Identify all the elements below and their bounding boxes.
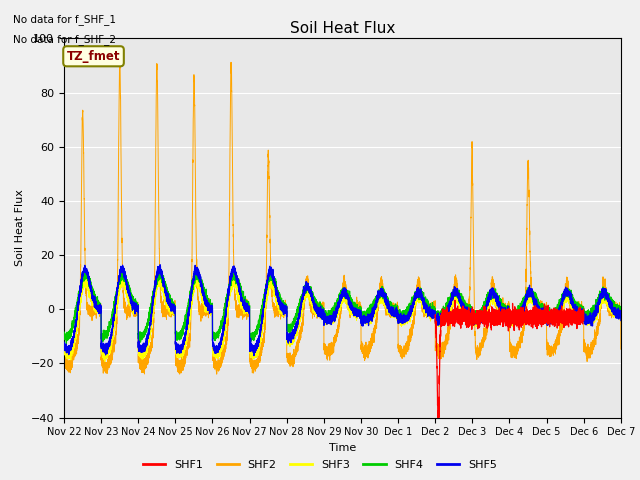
Text: No data for f_SHF_1: No data for f_SHF_1 xyxy=(13,14,116,25)
Title: Soil Heat Flux: Soil Heat Flux xyxy=(290,21,395,36)
X-axis label: Time: Time xyxy=(329,443,356,453)
Text: TZ_fmet: TZ_fmet xyxy=(67,50,120,63)
Text: No data for f_SHF_2: No data for f_SHF_2 xyxy=(13,34,116,45)
Y-axis label: Soil Heat Flux: Soil Heat Flux xyxy=(15,190,25,266)
Legend: SHF1, SHF2, SHF3, SHF4, SHF5: SHF1, SHF2, SHF3, SHF4, SHF5 xyxy=(139,456,501,474)
